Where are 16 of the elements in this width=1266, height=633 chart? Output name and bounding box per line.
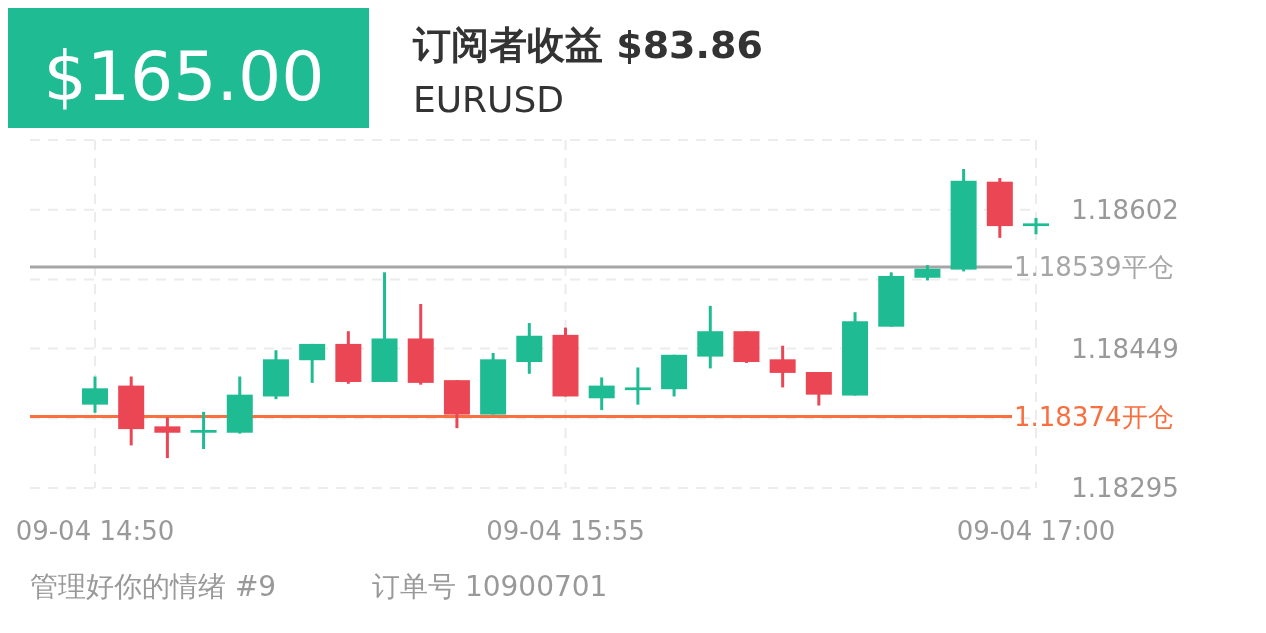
y-tick-label: 1.18449 xyxy=(1071,333,1179,364)
text: 管理好你的情绪 #9 xyxy=(30,570,277,603)
ref-line-label: 1.18539平仓 xyxy=(1014,251,1174,282)
x-tick-label: 09-04 14:50 xyxy=(15,516,175,546)
chart-title: 订阅者收益 $83.86 xyxy=(412,23,763,67)
candlestick xyxy=(154,417,181,460)
ref-line-label: 1.18374开仓 xyxy=(1014,401,1174,432)
x-tick-label: 09-04 17:00 xyxy=(956,516,1116,546)
candlestick xyxy=(624,367,651,405)
text: $165.00 xyxy=(43,37,325,116)
candlestick xyxy=(190,410,217,450)
y-tick-label: 1.18295 xyxy=(1071,473,1179,504)
y-tick-label: 1.18602 xyxy=(1071,194,1179,225)
text: 订单号 10900701 xyxy=(372,570,608,603)
x-tick-label: 09-04 15:55 xyxy=(486,516,645,546)
chart-subtitle: EURUSD xyxy=(413,79,565,120)
